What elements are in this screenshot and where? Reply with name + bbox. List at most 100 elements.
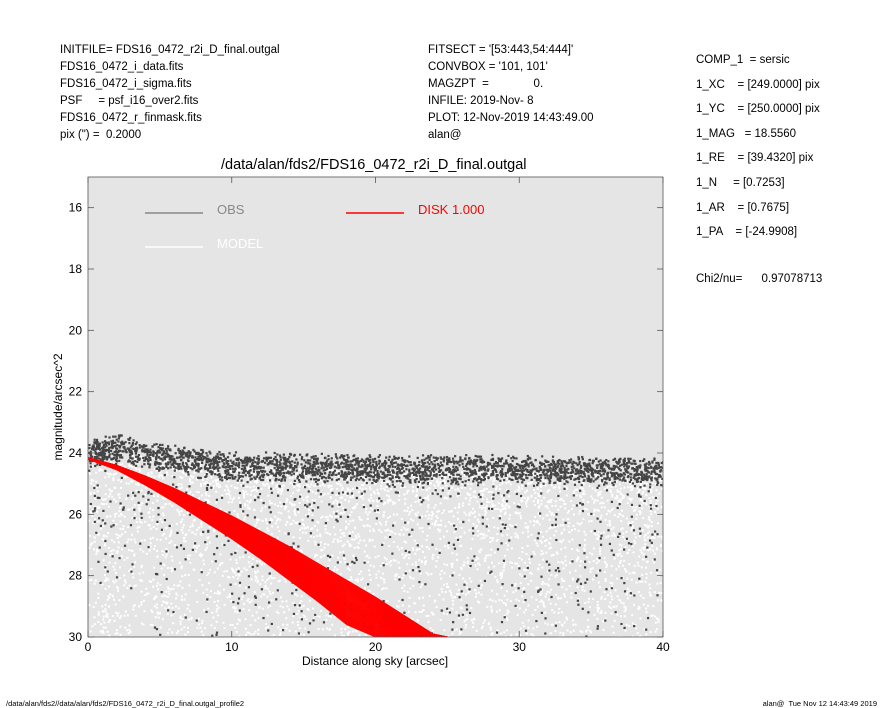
model-point: [337, 515, 340, 518]
model-point: [108, 561, 111, 564]
model-point: [171, 461, 174, 464]
model-point: [429, 627, 432, 630]
model-point: [610, 508, 613, 511]
obs-point: [227, 473, 230, 476]
model-point: [494, 504, 497, 507]
model-point: [400, 529, 403, 532]
model-point: [334, 499, 337, 502]
model-point: [314, 484, 317, 487]
model-point: [558, 621, 561, 624]
model-point: [138, 507, 141, 510]
model-point: [435, 565, 438, 568]
model-point: [168, 542, 171, 545]
obs-point: [419, 478, 422, 481]
model-point: [203, 482, 206, 485]
model-point: [460, 544, 463, 547]
model-point: [361, 475, 364, 478]
model-point: [605, 536, 608, 539]
model-point: [656, 522, 659, 525]
model-point: [346, 626, 349, 629]
model-point: [133, 554, 136, 557]
model-point: [127, 508, 130, 511]
obs-point: [95, 457, 98, 461]
model-point: [618, 549, 621, 552]
model-point: [119, 535, 122, 538]
model-point: [616, 595, 619, 598]
model-point: [639, 512, 642, 515]
model-point: [641, 558, 644, 561]
model-point: [264, 505, 267, 508]
model-point: [502, 566, 505, 569]
model-point: [531, 613, 534, 616]
model-point: [530, 642, 532, 644]
model-point: [516, 489, 519, 492]
model-point: [550, 546, 553, 549]
obs-point: [93, 457, 96, 460]
model-point: [650, 571, 653, 574]
model-point: [343, 634, 346, 637]
model-point: [425, 615, 428, 618]
model-point: [142, 599, 145, 602]
model-point: [447, 492, 450, 495]
model-point: [399, 643, 401, 645]
model-point: [422, 641, 424, 643]
model-point: [436, 517, 439, 520]
model-point: [554, 486, 557, 489]
model-point: [369, 473, 372, 476]
model-point: [334, 615, 337, 618]
model-point: [600, 496, 603, 499]
model-point: [550, 588, 553, 591]
model-point: [177, 483, 180, 486]
model-point: [432, 491, 435, 494]
model-point: [158, 464, 161, 467]
obs-point: [429, 454, 433, 457]
model-point: [527, 583, 530, 586]
model-point: [564, 638, 566, 640]
model-point: [338, 474, 341, 477]
model-point: [339, 573, 342, 576]
model-point: [572, 524, 575, 527]
obs-point: [457, 473, 461, 476]
model-point: [217, 606, 220, 609]
obs-point: [391, 465, 394, 468]
model-point: [510, 634, 513, 637]
model-point: [517, 485, 520, 488]
model-point: [417, 511, 420, 514]
model-point: [101, 629, 104, 632]
obs-point: [597, 460, 600, 463]
model-point: [102, 626, 105, 629]
model-point: [186, 557, 189, 560]
obs-point: [331, 472, 334, 475]
obs-point: [561, 461, 564, 465]
model-point: [103, 535, 106, 538]
model-point: [267, 625, 270, 628]
model-point: [621, 576, 624, 579]
model-point: [370, 507, 373, 510]
model-point: [527, 497, 530, 500]
model-point: [550, 623, 553, 626]
model-point: [501, 503, 504, 506]
model-point: [403, 482, 406, 485]
model-point: [110, 461, 113, 464]
obs-point: [629, 476, 632, 479]
model-point: [543, 605, 546, 608]
model-point: [138, 572, 141, 575]
model-point: [492, 478, 495, 481]
model-point: [294, 513, 297, 516]
obs-point: [504, 474, 507, 478]
model-point: [577, 474, 580, 477]
model-point: [268, 487, 271, 490]
model-point: [458, 490, 461, 493]
obs-point: [383, 473, 386, 476]
model-point: [333, 634, 336, 637]
model-point: [283, 611, 286, 614]
header-left-line: FDS16_0472_r_finmask.fits: [60, 112, 202, 124]
model-point: [514, 535, 517, 538]
obs-point: [571, 462, 574, 466]
model-point: [133, 565, 136, 568]
model-point: [215, 620, 218, 623]
model-point: [269, 491, 272, 494]
model-point: [439, 537, 442, 540]
model-point: [632, 486, 635, 489]
